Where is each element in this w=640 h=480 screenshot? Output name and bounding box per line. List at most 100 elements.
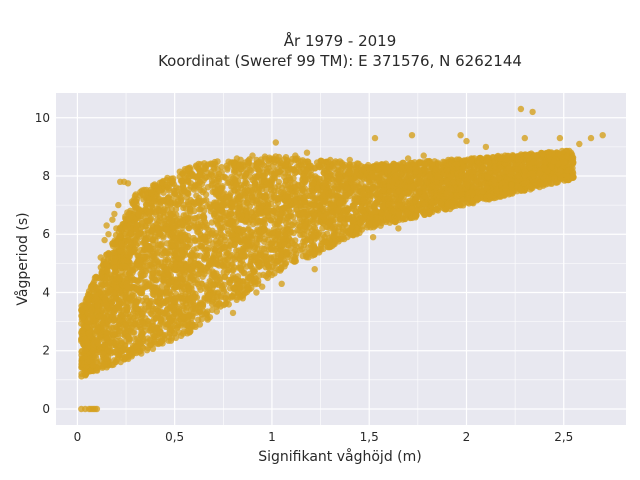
data-point [279, 227, 287, 234]
data-point [217, 292, 224, 299]
data-point [304, 171, 312, 178]
data-point [146, 336, 154, 344]
data-point [111, 317, 118, 324]
data-point [109, 330, 117, 337]
data-point [287, 165, 295, 173]
data-point [314, 186, 322, 194]
data-point [197, 262, 205, 269]
data-point [261, 194, 268, 201]
data-point [87, 367, 95, 374]
data-point [78, 347, 86, 355]
data-point [96, 348, 103, 356]
data-points [78, 105, 606, 413]
data-point [99, 322, 107, 329]
data-point [357, 220, 364, 227]
data-point [367, 213, 374, 220]
data-point [187, 328, 194, 335]
data-point [133, 260, 140, 267]
data-point [412, 165, 419, 172]
data-point [369, 185, 376, 192]
data-point [401, 182, 408, 189]
data-point [104, 353, 112, 361]
data-point [183, 304, 191, 311]
data-point [121, 325, 128, 332]
data-point [281, 241, 288, 248]
data-point [180, 201, 187, 209]
data-point [215, 206, 222, 214]
data-point [207, 208, 214, 215]
data-point [294, 227, 301, 234]
data-point [429, 161, 436, 168]
data-point [157, 316, 164, 323]
data-point [412, 212, 419, 220]
data-point [273, 169, 280, 177]
data-point [158, 283, 166, 290]
data-point [224, 166, 231, 173]
data-point [291, 183, 299, 191]
data-point [178, 177, 185, 184]
data-point [242, 217, 250, 225]
data-point [138, 218, 145, 225]
data-point [98, 288, 105, 295]
data-point [179, 218, 186, 226]
data-point [374, 196, 382, 203]
data-point [390, 207, 397, 215]
data-point [157, 199, 164, 206]
data-point [120, 294, 127, 301]
data-point [239, 245, 246, 253]
data-point [133, 349, 140, 357]
data-point [309, 233, 316, 240]
data-point [257, 205, 264, 212]
data-point [319, 192, 326, 199]
data-point [119, 256, 127, 263]
data-point [228, 210, 235, 217]
data-point [139, 310, 147, 317]
data-point [392, 196, 399, 203]
data-point [201, 311, 208, 318]
data-point [154, 224, 161, 232]
data-point [255, 171, 262, 178]
data-point [178, 267, 185, 274]
data-point [94, 302, 101, 309]
data-point [244, 194, 251, 201]
data-point [124, 333, 131, 340]
data-point [252, 200, 260, 207]
data-point [148, 302, 155, 310]
data-point [335, 207, 342, 214]
data-point [158, 242, 165, 249]
data-point [126, 313, 133, 321]
data-point [290, 175, 297, 182]
data-point [118, 240, 125, 247]
data-point [251, 178, 258, 186]
data-point [126, 246, 133, 253]
data-point [106, 286, 114, 294]
data-point [104, 346, 111, 353]
data-point [88, 306, 96, 314]
data-point [201, 219, 209, 226]
data-point [174, 229, 181, 237]
data-point [121, 263, 129, 270]
data-point [336, 174, 344, 182]
data-point [79, 314, 86, 321]
data-point [273, 259, 280, 266]
data-point [144, 217, 151, 225]
data-point [302, 202, 309, 209]
data-point [253, 186, 260, 193]
data-point [195, 194, 203, 202]
data-point [163, 226, 170, 233]
data-point [371, 202, 378, 209]
data-point [176, 275, 184, 283]
data-point [173, 211, 180, 218]
data-point [320, 213, 327, 220]
data-point [358, 163, 365, 170]
data-point [245, 159, 252, 167]
data-point [250, 220, 257, 228]
data-point [300, 194, 307, 202]
data-point [122, 346, 129, 353]
data-point [138, 286, 146, 293]
data-point [444, 202, 451, 209]
data-point [328, 202, 335, 209]
data-point [292, 201, 299, 208]
data-point [169, 314, 176, 321]
